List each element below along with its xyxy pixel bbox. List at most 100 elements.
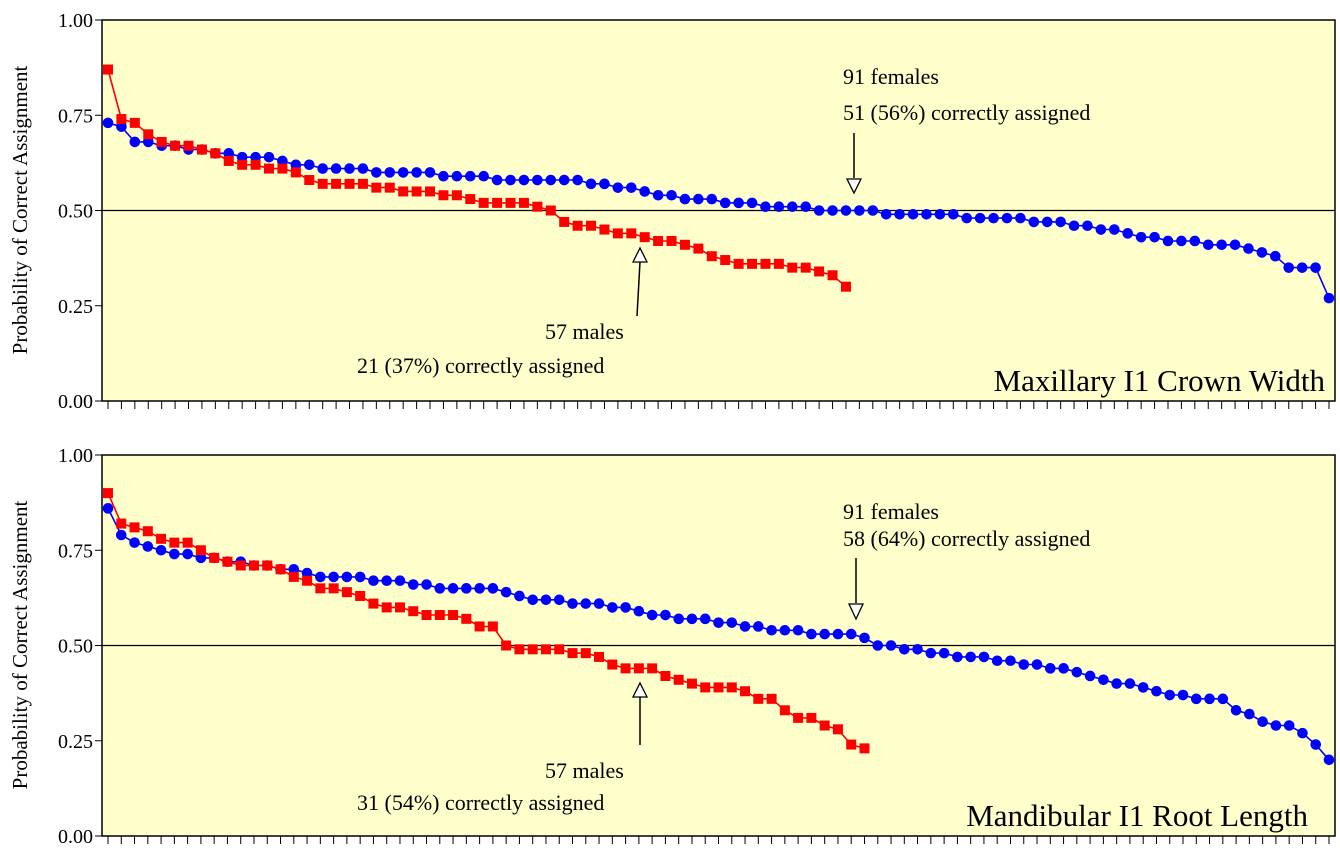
annotation-males-correct: 31 (54%) correctly assigned	[357, 790, 604, 815]
data-point-females	[1283, 262, 1295, 273]
data-point-males	[222, 556, 233, 567]
data-point-females	[845, 628, 857, 640]
data-point-females	[328, 571, 339, 583]
data-point-females	[532, 174, 543, 186]
annotation-females-correct: 51 (56%) correctly assigned	[843, 100, 1090, 125]
data-point-males	[331, 178, 342, 189]
data-point-males	[142, 526, 153, 537]
data-point-females	[434, 583, 446, 594]
females-arrow-head	[845, 178, 863, 195]
data-point-males	[235, 560, 246, 571]
data-point-females	[974, 212, 986, 224]
data-point-males	[554, 644, 565, 655]
data-point-males	[183, 140, 194, 151]
data-point-males	[647, 663, 658, 674]
data-point-females	[540, 594, 552, 606]
data-point-females	[580, 598, 592, 609]
data-point-females	[607, 602, 618, 613]
data-point-males	[567, 648, 578, 659]
data-point-males	[793, 712, 804, 723]
data-point-females	[952, 651, 963, 663]
data-point-females	[1055, 216, 1066, 228]
data-point-males	[169, 537, 180, 548]
data-point-males	[411, 186, 422, 197]
data-point-females	[1270, 720, 1282, 731]
y-tick-label: 0.00	[58, 826, 93, 848]
data-point-females	[1297, 727, 1308, 739]
data-point-males	[129, 117, 140, 128]
data-point-males	[753, 693, 764, 704]
data-point-males	[666, 235, 677, 246]
data-point-males	[394, 602, 405, 613]
y-tick-label: 1.00	[58, 445, 93, 467]
data-point-males	[398, 186, 409, 197]
data-point-females	[1256, 247, 1268, 258]
data-point-males	[594, 651, 605, 662]
data-point-females	[1071, 666, 1083, 678]
data-point-females	[961, 212, 973, 224]
data-point-males	[518, 197, 529, 208]
data-point-females	[585, 178, 597, 190]
data-point-females	[464, 170, 476, 182]
data-point-males	[800, 262, 811, 273]
data-point-females	[1204, 693, 1215, 705]
data-point-females	[527, 594, 538, 606]
data-point-males	[143, 129, 154, 140]
data-point-females	[487, 583, 499, 594]
series-line-males	[107, 492, 865, 750]
data-point-females	[368, 575, 379, 587]
y-tick-label: 0.75	[58, 540, 93, 562]
data-point-females	[660, 609, 671, 621]
data-point-males	[290, 167, 301, 178]
data-point-males	[740, 686, 751, 697]
data-point-females	[872, 640, 884, 651]
data-point-females	[315, 571, 326, 583]
data-point-males	[421, 610, 432, 621]
data-point-females	[1084, 670, 1096, 682]
data-point-females	[625, 182, 637, 193]
data-point-males	[713, 682, 724, 693]
data-point-females	[726, 617, 738, 628]
data-point-males	[156, 136, 167, 147]
data-point-females	[1310, 262, 1321, 273]
data-point-males	[103, 64, 113, 75]
data-point-females	[719, 197, 731, 209]
data-point-females	[1202, 239, 1214, 251]
data-point-females	[760, 201, 771, 212]
data-point-females	[115, 529, 127, 541]
data-point-females	[491, 174, 503, 186]
data-point-males	[275, 564, 286, 575]
data-point-males	[103, 488, 113, 499]
data-point-males	[580, 648, 591, 659]
data-point-females	[739, 621, 751, 632]
data-point-males	[846, 739, 857, 750]
data-point-males	[514, 644, 525, 655]
data-point-males	[425, 186, 436, 197]
data-point-males	[170, 140, 181, 151]
data-point-males	[210, 148, 221, 159]
data-point-females	[1229, 239, 1241, 251]
data-point-females	[1177, 689, 1189, 701]
y-axis-ticks: 0.00 0.25 0.50 0.75 1.00	[58, 445, 102, 848]
data-point-males	[840, 281, 851, 292]
data-point-males	[505, 197, 516, 208]
data-point-females	[693, 193, 704, 205]
data-point-females	[894, 209, 905, 220]
data-point-females	[354, 571, 366, 583]
data-point-females	[381, 575, 393, 587]
data-point-females	[474, 583, 485, 594]
data-point-males	[620, 663, 631, 674]
data-point-females	[706, 193, 718, 205]
data-point-females	[1001, 212, 1013, 224]
data-point-males	[341, 587, 352, 598]
data-point-males	[248, 560, 259, 571]
data-point-males	[706, 251, 717, 262]
series-males	[103, 488, 870, 754]
data-point-males	[733, 258, 744, 269]
data-point-males	[859, 743, 870, 754]
data-point-females	[686, 613, 698, 625]
data-point-males	[448, 610, 459, 621]
data-point-females	[880, 209, 892, 220]
data-point-females	[1190, 693, 1202, 705]
data-point-females	[572, 174, 583, 186]
